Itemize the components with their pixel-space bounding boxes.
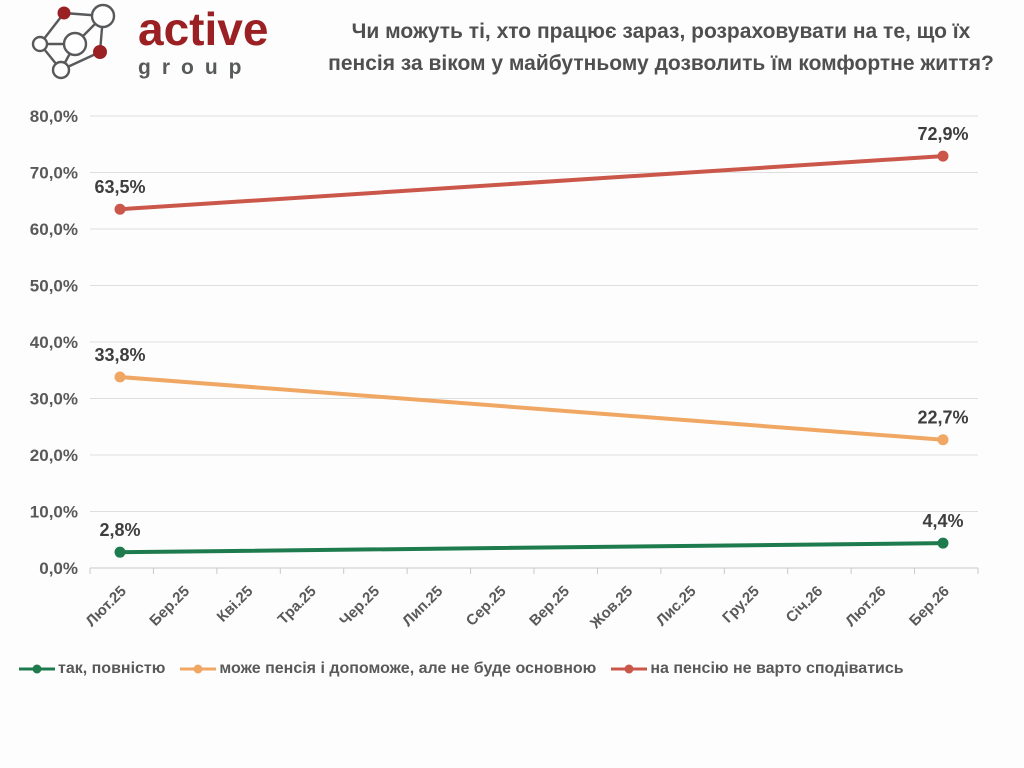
x-axis-tick-label: Жов.25 <box>586 583 636 633</box>
logo-brand-text: active <box>138 3 269 55</box>
data-point <box>937 150 949 162</box>
legend-label: на пенсію не варто сподіватись <box>650 660 904 677</box>
data-point <box>114 203 126 215</box>
y-axis-tick-label: 40,0% <box>30 333 78 352</box>
x-axis-tick-label: Вер.25 <box>526 583 573 630</box>
chart-legend: так, повністю може пенсія і допоможе, ал… <box>18 660 1018 678</box>
x-axis-tick-label: Бер.26 <box>906 583 953 630</box>
x-axis-tick-label: Гру.25 <box>719 583 763 627</box>
data-point <box>937 537 949 549</box>
legend-item-maybe-helps: може пенсія і допоможе, але не буде осно… <box>179 660 596 678</box>
data-point <box>114 546 126 558</box>
data-point-label: 4,4% <box>922 511 963 531</box>
data-point-label: 2,8% <box>99 520 140 540</box>
legend-label: може пенсія і допоможе, але не буде осно… <box>219 660 597 677</box>
data-point-label: 33,8% <box>94 345 145 365</box>
x-axis-tick-label: Лип.25 <box>399 583 446 630</box>
logo-sub-text: group <box>138 56 253 79</box>
x-axis-tick-label: Лют.25 <box>83 583 130 630</box>
y-axis-tick-label: 80,0% <box>30 107 78 126</box>
active-group-logo: active group <box>30 2 300 84</box>
x-axis-tick-label: Тра.25 <box>275 583 320 628</box>
chart-title-line-1: Чи можуть ті, хто працює зараз, розрахов… <box>351 20 971 43</box>
data-point <box>937 434 949 446</box>
series-line-2 <box>118 154 945 212</box>
data-point-label: 22,7% <box>917 408 968 428</box>
legend-label: так, повністю <box>58 660 166 677</box>
network-graph-icon <box>31 3 116 80</box>
x-axis-tick-label: Лис.25 <box>653 583 700 630</box>
legend-item-no-hope: на пенсію не варто сподіватись <box>610 660 904 678</box>
y-axis-tick-label: 50,0% <box>30 277 78 296</box>
legend-marker-red <box>611 664 648 674</box>
data-point-label: 72,9% <box>917 124 968 144</box>
series-line-0 <box>118 541 945 555</box>
y-axis-tick-label: 70,0% <box>30 164 78 183</box>
x-axis-tick-label: Бер.25 <box>146 583 193 630</box>
x-axis-tick-label: Чер.25 <box>336 583 383 630</box>
data-point <box>114 371 126 383</box>
y-axis-tick-label: 0,0% <box>39 559 78 578</box>
chart-title: Чи можуть ті, хто працює зараз, розрахов… <box>300 16 1022 79</box>
chart-title-line-2: пенсія за віком у майбутньому дозволить … <box>328 51 994 75</box>
y-axis-tick-label: 60,0% <box>30 220 78 239</box>
logo-wordmark: active group <box>138 6 268 80</box>
legend-item-yes-fully: так, повністю <box>18 660 165 678</box>
y-axis-tick-label: 30,0% <box>30 390 78 409</box>
legend-marker-green <box>19 664 55 674</box>
series-line-1 <box>118 375 945 442</box>
x-axis-tick-label: Сер.25 <box>463 583 510 630</box>
x-axis-tick-label: Січ.26 <box>783 583 827 627</box>
data-point-label: 63,5% <box>94 177 145 197</box>
x-axis-tick-label: Кві.25 <box>214 583 257 626</box>
y-axis-tick-label: 10,0% <box>30 503 78 522</box>
y-axis-tick-label: 20,0% <box>30 446 78 465</box>
legend-marker-orange <box>180 664 217 674</box>
x-axis-tick-label: Лют.26 <box>842 583 889 630</box>
